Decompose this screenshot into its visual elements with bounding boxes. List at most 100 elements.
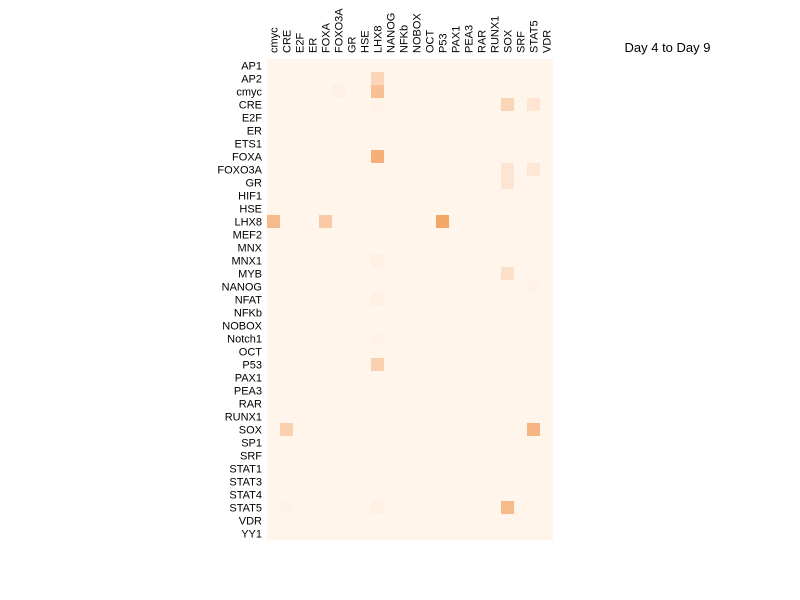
heatmap-cell (397, 371, 410, 384)
heatmap-cell (423, 215, 436, 228)
heatmap-cell (267, 111, 280, 124)
heatmap-cell (319, 228, 332, 241)
row-label: LHX8 (234, 217, 262, 229)
heatmap-cell (436, 527, 449, 540)
heatmap-cell (293, 449, 306, 462)
heatmap-cell (488, 436, 501, 449)
heatmap-cell (384, 488, 397, 501)
heatmap-cell (540, 150, 553, 163)
heatmap-cell (319, 215, 332, 228)
heatmap-cell (267, 280, 280, 293)
heatmap-cell (332, 410, 345, 423)
heatmap-cell (384, 280, 397, 293)
heatmap-cell (423, 527, 436, 540)
heatmap-cell (475, 488, 488, 501)
heatmap-cell (423, 267, 436, 280)
heatmap-cell (293, 306, 306, 319)
heatmap-cell (267, 85, 280, 98)
heatmap-cell (358, 527, 371, 540)
heatmap-cell (306, 137, 319, 150)
heatmap-cell (397, 98, 410, 111)
heatmap-cell (410, 371, 423, 384)
heatmap-cell (358, 124, 371, 137)
heatmap-cell (462, 436, 475, 449)
heatmap-cell (293, 423, 306, 436)
heatmap-cell (423, 397, 436, 410)
heatmap-cell (358, 371, 371, 384)
heatmap-cell (423, 410, 436, 423)
heatmap-cell (306, 332, 319, 345)
row-label: MEF2 (233, 230, 262, 242)
heatmap-cell (332, 124, 345, 137)
heatmap-cell (280, 72, 293, 85)
heatmap-cell (384, 410, 397, 423)
heatmap-cell (345, 371, 358, 384)
heatmap-cell (410, 124, 423, 137)
heatmap-cell (514, 293, 527, 306)
heatmap-cell (306, 189, 319, 202)
heatmap-cell (527, 137, 540, 150)
heatmap-cell (462, 384, 475, 397)
column-label: SOX (503, 29, 515, 53)
heatmap-cell (501, 423, 514, 436)
heatmap-cell (306, 527, 319, 540)
heatmap-cell (540, 488, 553, 501)
heatmap-cell (488, 332, 501, 345)
heatmap-cell (358, 358, 371, 371)
heatmap-cell (449, 163, 462, 176)
heatmap-cell (332, 228, 345, 241)
heatmap-cell (358, 397, 371, 410)
heatmap-cell (384, 436, 397, 449)
heatmap-cell (397, 72, 410, 85)
row-label: GR (246, 178, 263, 190)
heatmap-cell (397, 111, 410, 124)
heatmap-cell (540, 228, 553, 241)
heatmap-cell (475, 293, 488, 306)
column-label: STAT5 (529, 20, 541, 53)
heatmap-cell (410, 358, 423, 371)
heatmap-cell (358, 98, 371, 111)
heatmap-cell (488, 488, 501, 501)
heatmap-cell (306, 462, 319, 475)
heatmap-cell (527, 462, 540, 475)
heatmap-cell (371, 85, 384, 98)
heatmap-cell (332, 501, 345, 514)
heatmap-cell (293, 150, 306, 163)
heatmap-cell (293, 527, 306, 540)
heatmap-cell (462, 332, 475, 345)
heatmap-cell (384, 319, 397, 332)
heatmap-cell (293, 436, 306, 449)
heatmap-cell (358, 163, 371, 176)
heatmap-cell (527, 202, 540, 215)
heatmap-cell (475, 371, 488, 384)
heatmap-cell (280, 384, 293, 397)
heatmap-cell (293, 72, 306, 85)
heatmap-cell (540, 267, 553, 280)
row-label: SOX (239, 425, 263, 437)
heatmap-cell (449, 462, 462, 475)
heatmap-cell (436, 124, 449, 137)
heatmap-cell (423, 137, 436, 150)
heatmap-cell (319, 527, 332, 540)
heatmap-cell (488, 423, 501, 436)
heatmap-cell (449, 332, 462, 345)
heatmap-cell (267, 254, 280, 267)
heatmap-cell (280, 462, 293, 475)
row-label: STAT4 (229, 490, 262, 502)
heatmap-cell (423, 163, 436, 176)
column-label: CRE (282, 30, 294, 53)
row-label: cmyc (236, 87, 262, 99)
heatmap-cell (488, 501, 501, 514)
heatmap-cell (293, 228, 306, 241)
heatmap-cell (397, 150, 410, 163)
row-label: HSE (239, 204, 262, 216)
column-label: GR (347, 36, 359, 53)
heatmap-cell (267, 527, 280, 540)
heatmap-cell (384, 72, 397, 85)
row-labels: AP1AP2cmycCREE2FERETS1FOXAFOXO3AGRHIF1HS… (217, 61, 262, 541)
heatmap-cell (397, 85, 410, 98)
heatmap-cell (436, 501, 449, 514)
heatmap-cell (345, 410, 358, 423)
heatmap-cell (267, 306, 280, 319)
heatmap-cell (475, 449, 488, 462)
